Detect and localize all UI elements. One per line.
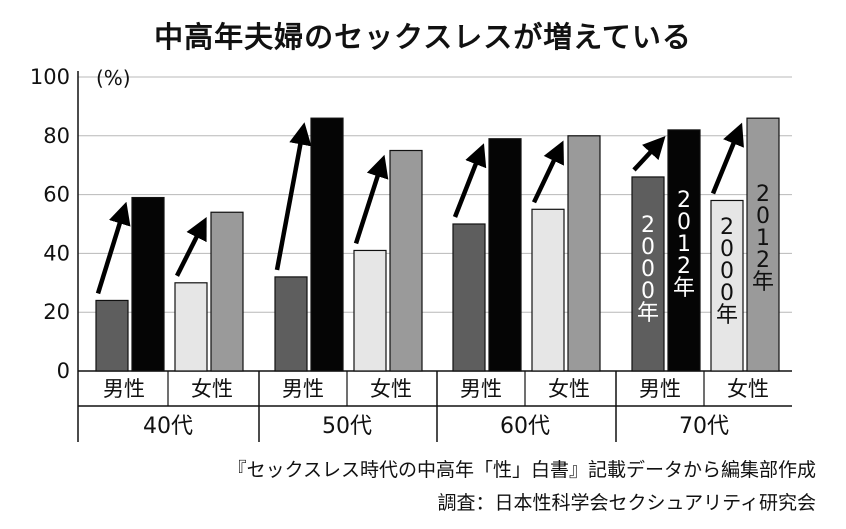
age-group-label: 70代 bbox=[679, 414, 729, 439]
source-note: 『セックスレス時代の中高年「性」白書』記載データから編集部作成 bbox=[227, 459, 816, 481]
arrow-male bbox=[452, 143, 487, 218]
arrow-male bbox=[274, 122, 312, 271]
arrow-male bbox=[95, 201, 131, 295]
arrow-female bbox=[710, 122, 744, 195]
gender-label-male: 男性 bbox=[282, 377, 324, 401]
bar-female-2012 bbox=[746, 117, 780, 372]
gender-label-female: 女性 bbox=[370, 377, 412, 401]
bar-male-2000 bbox=[274, 276, 308, 372]
gender-label-female: 女性 bbox=[548, 377, 590, 401]
bar-female-2012 bbox=[389, 149, 423, 372]
arrow-female bbox=[531, 140, 564, 204]
arrow-male bbox=[632, 135, 666, 172]
y-tick-label: 40 bbox=[43, 241, 70, 265]
bar-female-2012 bbox=[210, 211, 244, 372]
gender-label-male: 男性 bbox=[639, 377, 681, 401]
bar-male-2012 bbox=[667, 129, 701, 372]
gender-label-female: 女性 bbox=[727, 377, 769, 401]
bar-male-2012 bbox=[488, 138, 522, 372]
gender-label-male: 男性 bbox=[103, 377, 145, 401]
bar-male-2000 bbox=[95, 299, 129, 372]
y-tick-label: 100 bbox=[30, 65, 70, 89]
y-tick-label: 60 bbox=[43, 183, 70, 207]
bar-male-2000 bbox=[631, 176, 665, 372]
y-axis-unit-label: (%) bbox=[96, 66, 131, 90]
bar-female-2000 bbox=[174, 282, 208, 372]
gender-label-female: 女性 bbox=[191, 377, 233, 401]
chart-title: 中高年夫婦のセックスレスが増えている bbox=[154, 20, 692, 54]
bar-female-2000 bbox=[710, 199, 744, 372]
age-group-label: 60代 bbox=[500, 414, 550, 439]
bar-male-2000 bbox=[452, 223, 486, 372]
age-group-label: 50代 bbox=[322, 414, 372, 439]
gender-label-male: 男性 bbox=[460, 377, 502, 401]
y-tick-label: 0 bbox=[57, 359, 70, 383]
arrow-female bbox=[353, 154, 389, 245]
survey-note: 調査：日本性科学会セクシュアリティ研究会 bbox=[437, 492, 816, 514]
age-group-label: 40代 bbox=[143, 414, 193, 439]
bar-female-2000 bbox=[353, 249, 387, 372]
bar-female-2012 bbox=[567, 135, 601, 372]
bar-male-2012 bbox=[310, 117, 344, 372]
y-tick-label: 80 bbox=[43, 124, 70, 148]
y-tick-label: 20 bbox=[43, 300, 70, 324]
bar-female-2000 bbox=[531, 208, 565, 372]
arrow-female bbox=[174, 217, 207, 277]
bar-male-2012 bbox=[131, 196, 165, 372]
